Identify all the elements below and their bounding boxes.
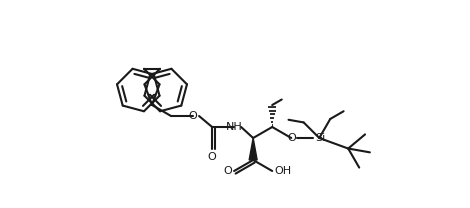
Text: O: O bbox=[208, 152, 217, 162]
Text: O: O bbox=[287, 133, 296, 143]
Text: O: O bbox=[188, 111, 197, 121]
Polygon shape bbox=[249, 138, 257, 160]
Text: NH: NH bbox=[226, 122, 243, 132]
Text: OH: OH bbox=[274, 166, 291, 176]
Text: O: O bbox=[223, 166, 232, 176]
Text: Si: Si bbox=[315, 133, 326, 143]
